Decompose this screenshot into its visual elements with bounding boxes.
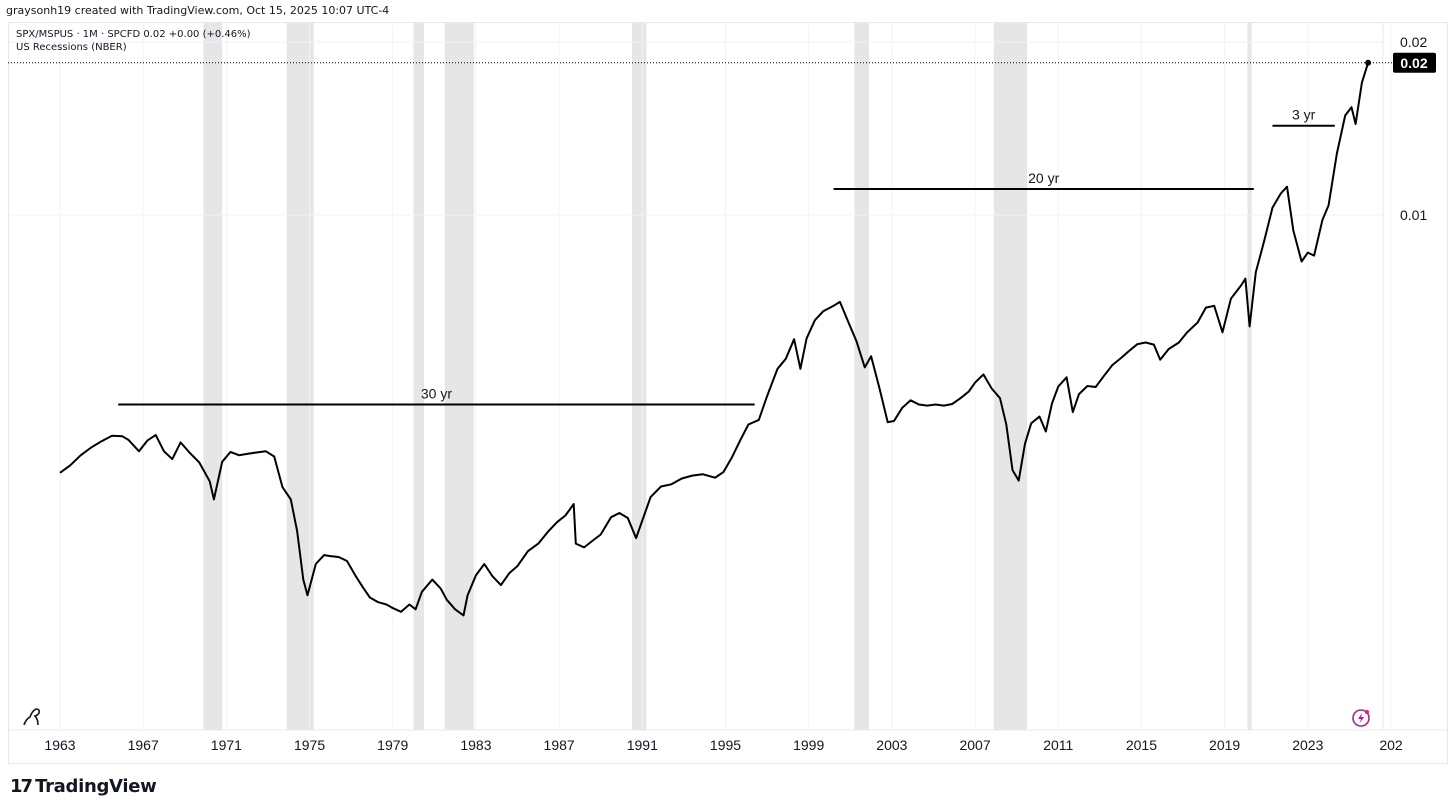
- annotation-label-1: 30 yr: [421, 386, 452, 402]
- recession-band-6: [854, 23, 869, 730]
- annotation-label-3: 3 yr: [1292, 107, 1316, 123]
- x-tick-label: 1987: [544, 737, 575, 753]
- y-gridlines: [8, 22, 1392, 730]
- current-value-badge: 0.02: [1393, 52, 1436, 73]
- recession-band-1: [203, 23, 223, 730]
- x-tick-label: 1979: [377, 737, 408, 753]
- x-tick-label: 1991: [627, 737, 658, 753]
- x-tick-label: 2015: [1126, 737, 1157, 753]
- recession-band-8: [1247, 23, 1252, 730]
- x-tick-label: 2023: [1292, 737, 1323, 753]
- tradingview-logo-mark[interactable]: [23, 708, 40, 726]
- x-tick-label: 2011: [1043, 737, 1073, 753]
- x-axis-ticks: 1963 1967 1971 1975 1979 1983 1987 1991 1995 1999…: [44, 737, 1402, 753]
- y-tick-label: 0.02: [1400, 34, 1427, 50]
- recession-bands: [203, 23, 1252, 730]
- y-tick-label: 0.01: [1400, 207, 1427, 223]
- symbol-legend[interactable]: SPX/MSPUS · 1M · SPCFD 0.02 +0.00 (+0.46…: [16, 29, 251, 40]
- x-tick-label: 1971: [211, 737, 242, 753]
- x-tick-label: 2003: [876, 737, 907, 753]
- tradingview-brand[interactable]: 17 TradingView: [10, 776, 157, 797]
- y-axis-ticks: 0.02 0.01: [1400, 34, 1427, 223]
- current-value-label: 0.02: [1400, 55, 1427, 71]
- x-tick-label: 1983: [460, 737, 491, 753]
- x-tick-label: 202: [1379, 737, 1403, 753]
- x-tick-label: 1975: [294, 737, 325, 753]
- chart-frame: [8, 22, 1448, 764]
- recession-band-4: [444, 23, 474, 730]
- chart-attribution: graysonh19 created with TradingView.com,…: [6, 4, 390, 17]
- recession-band-3: [413, 23, 424, 730]
- tradingview-logo-icon: 17: [10, 776, 33, 797]
- lightning-icon[interactable]: [1352, 709, 1370, 727]
- x-tick-label: 2007: [959, 737, 990, 753]
- x-tick-label: 1999: [793, 737, 824, 753]
- series-line-spx-mspus: [59, 62, 1370, 617]
- recession-band-7: [993, 23, 1028, 730]
- recession-band-5: [631, 23, 647, 730]
- annotation-label-2: 20 yr: [1028, 170, 1059, 186]
- annotations: 30 yr 20 yr 3 yr: [118, 107, 1335, 406]
- recession-legend[interactable]: US Recessions (NBER): [16, 42, 127, 53]
- x-tick-label: 2019: [1209, 737, 1240, 753]
- x-tick-label: 1963: [44, 737, 75, 753]
- last-price-dot: [1365, 59, 1372, 66]
- x-tick-label: 1995: [710, 737, 741, 753]
- x-tick-label: 1967: [128, 737, 159, 753]
- chart-legend: SPX/MSPUS · 1M · SPCFD 0.02 +0.00 (+0.46…: [16, 28, 251, 54]
- brand-name: TradingView: [35, 776, 157, 797]
